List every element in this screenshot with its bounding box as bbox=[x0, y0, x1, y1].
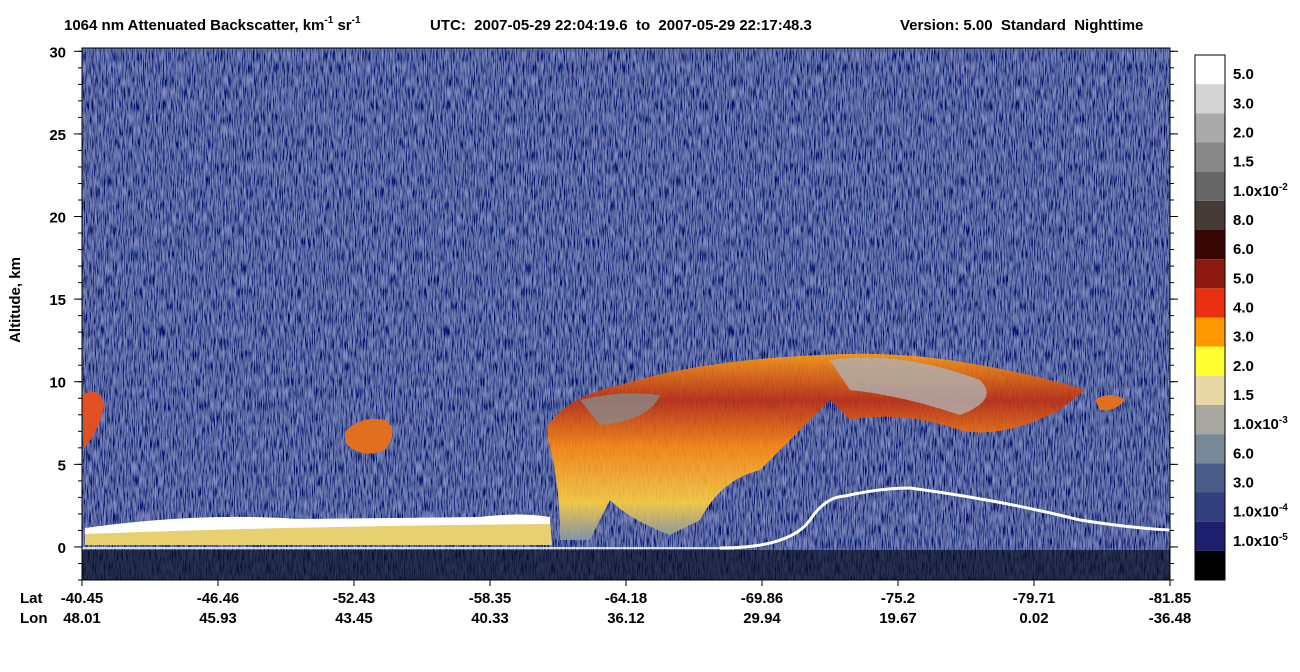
colorbar-swatch bbox=[1195, 142, 1225, 172]
colorbar-swatch bbox=[1195, 259, 1225, 289]
colorbar-swatch bbox=[1195, 492, 1225, 522]
colorbar-swatch bbox=[1195, 288, 1225, 318]
colorbar-label: 1.0x10-3 bbox=[1233, 415, 1288, 433]
colorbar-label: 6.0 bbox=[1233, 241, 1254, 258]
colorbar-label: 3.0 bbox=[1233, 95, 1254, 112]
colorbar-label: 6.0 bbox=[1233, 445, 1254, 462]
colorbar-label: 2.0 bbox=[1233, 125, 1254, 142]
y-tick-label: 5 bbox=[58, 457, 66, 474]
colorbar-label-base: 1.0x10 bbox=[1233, 533, 1279, 550]
colorbar-label-base: 1.0x10 bbox=[1233, 504, 1279, 521]
y-tick-label: 20 bbox=[49, 210, 66, 227]
colorbar-label-base: 4.0 bbox=[1233, 300, 1254, 317]
lat-label: -79.71 bbox=[1013, 590, 1056, 607]
title-part: sr bbox=[333, 17, 352, 34]
colorbar-swatch bbox=[1195, 463, 1225, 493]
lat-label: -40.45 bbox=[61, 590, 104, 607]
title-part: 1064 nm Attenuated Backscatter, km bbox=[64, 17, 324, 34]
colorbar-label-base: 1.5 bbox=[1233, 387, 1254, 404]
backscatter-image bbox=[82, 48, 1171, 580]
colorbar-label-exp: -2 bbox=[1279, 182, 1288, 193]
colorbar-swatch bbox=[1195, 171, 1225, 201]
x-row-label: Lon bbox=[20, 610, 48, 627]
lat-label: -64.18 bbox=[605, 590, 648, 607]
colorbar-swatch bbox=[1195, 317, 1225, 347]
colorbar-label-base: 3.0 bbox=[1233, 95, 1254, 112]
colorbar-label-base: 2.0 bbox=[1233, 125, 1254, 142]
colorbar-label-base: 5.0 bbox=[1233, 270, 1254, 287]
colorbar-label-exp: -3 bbox=[1279, 415, 1288, 426]
version: Version: 5.00 Standard Nighttime bbox=[900, 17, 1143, 34]
colorbar-label: 5.0 bbox=[1233, 66, 1254, 83]
colorbar-label-base: 2.0 bbox=[1233, 358, 1254, 375]
colorbar-label: 5.0 bbox=[1233, 270, 1254, 287]
colorbar-label: 1.0x10-5 bbox=[1233, 532, 1288, 550]
colorbar-label-base: 3.0 bbox=[1233, 329, 1254, 346]
colorbar-swatch bbox=[1195, 113, 1225, 143]
colorbar-label-base: 3.0 bbox=[1233, 475, 1254, 492]
y-axis-label: Altitude, km bbox=[7, 257, 24, 343]
lon-label: -36.48 bbox=[1149, 610, 1192, 627]
lon-label: 29.94 bbox=[743, 610, 781, 627]
y-tick-label: 0 bbox=[58, 540, 66, 557]
colorbar-label: 3.0 bbox=[1233, 329, 1254, 346]
colorbar-swatch bbox=[1195, 200, 1225, 230]
y-tick-label: 30 bbox=[49, 44, 66, 61]
colorbar-swatch bbox=[1195, 521, 1225, 551]
lat-label: -75.2 bbox=[881, 590, 915, 607]
lon-label: 48.01 bbox=[63, 610, 101, 627]
colorbar-label: 8.0 bbox=[1233, 212, 1254, 229]
colorbar-frame bbox=[1194, 54, 1226, 581]
lon-label: 45.93 bbox=[199, 610, 237, 627]
lat-label: -46.46 bbox=[197, 590, 240, 607]
colorbar-label-exp: -4 bbox=[1279, 503, 1288, 514]
lat-label: -58.35 bbox=[469, 590, 512, 607]
colorbar-label-base: 1.0x10 bbox=[1233, 416, 1279, 433]
colorbar-label: 1.0x10-4 bbox=[1233, 503, 1288, 521]
colorbar-label: 1.5 bbox=[1233, 387, 1254, 404]
colorbar-label-base: 5.0 bbox=[1233, 66, 1254, 83]
lon-label: 36.12 bbox=[607, 610, 645, 627]
colorbar-label-base: 6.0 bbox=[1233, 445, 1254, 462]
colorbar-swatch bbox=[1195, 434, 1225, 464]
lon-label: 0.02 bbox=[1019, 610, 1048, 627]
colorbar-label: 3.0 bbox=[1233, 475, 1254, 492]
colorbar-label: 2.0 bbox=[1233, 358, 1254, 375]
title-superscript: -1 bbox=[352, 15, 361, 26]
colorbar-label: 4.0 bbox=[1233, 300, 1254, 317]
lat-label: -69.86 bbox=[741, 590, 784, 607]
y-tick-label: 10 bbox=[49, 375, 66, 392]
utc-range: UTC: 2007-05-29 22:04:19.6 to 2007-05-29… bbox=[430, 17, 812, 34]
colorbar-swatch bbox=[1195, 230, 1225, 260]
lon-label: 43.45 bbox=[335, 610, 373, 627]
lon-label: 19.67 bbox=[879, 610, 917, 627]
colorbar-swatch bbox=[1195, 55, 1225, 85]
lat-label: -81.85 bbox=[1149, 590, 1192, 607]
title-superscript: -1 bbox=[324, 15, 333, 26]
y-tick-label: 15 bbox=[49, 292, 66, 309]
colorbar-swatch bbox=[1195, 405, 1225, 435]
colorbar-swatch bbox=[1195, 550, 1225, 580]
colorbar-label: 1.0x10-2 bbox=[1233, 182, 1288, 200]
colorbar-label-base: 1.0x10 bbox=[1233, 183, 1279, 200]
lon-label: 40.33 bbox=[471, 610, 509, 627]
colorbar-swatch bbox=[1195, 84, 1225, 114]
chart-title: 1064 nm Attenuated Backscatter, km-1 sr-… bbox=[64, 15, 361, 34]
colorbar-swatch bbox=[1195, 375, 1225, 405]
colorbar-label-base: 1.5 bbox=[1233, 154, 1254, 171]
colorbar-swatch bbox=[1195, 346, 1225, 376]
colorbar-label-base: 6.0 bbox=[1233, 241, 1254, 258]
lat-label: -52.43 bbox=[333, 590, 376, 607]
y-tick-label: 25 bbox=[49, 127, 66, 144]
colorbar-label-exp: -5 bbox=[1279, 532, 1288, 543]
colorbar-label: 1.5 bbox=[1233, 154, 1254, 171]
colorbar-label-base: 8.0 bbox=[1233, 212, 1254, 229]
x-row-label: Lat bbox=[20, 590, 43, 607]
